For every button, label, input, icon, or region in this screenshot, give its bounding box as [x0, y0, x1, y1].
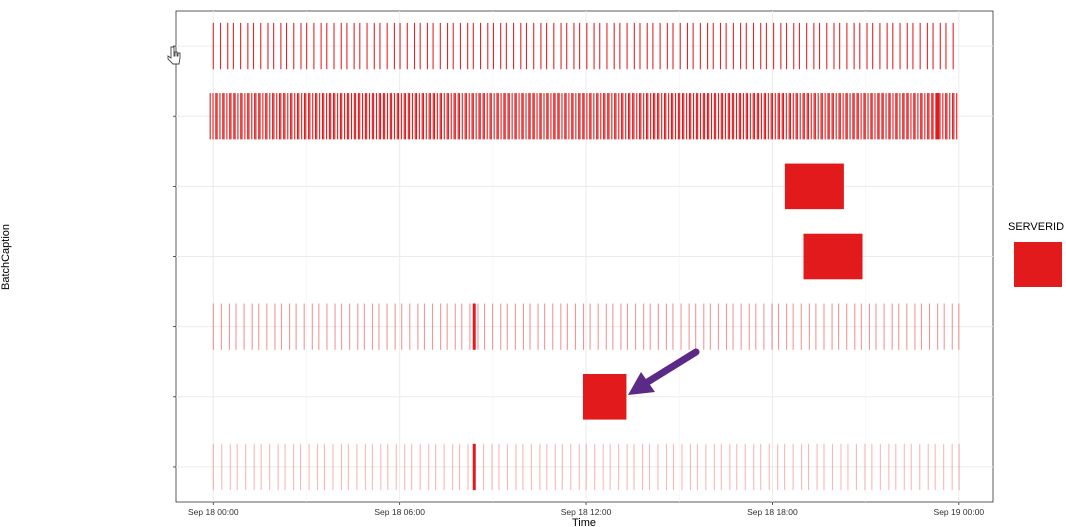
tick-series	[212, 443, 960, 491]
tick-mark-heavy	[935, 93, 939, 140]
tick-series	[212, 303, 960, 350]
annotation-arrow-head	[628, 372, 655, 395]
x-axis: Sep 18 00:00 Sep 18 06:00 Sep 18 12:00 Sep …	[188, 502, 984, 517]
x-tick-label: Sep 18 18:00	[747, 507, 798, 517]
x-tick-label: Sep 18 00:00	[188, 507, 239, 517]
x-axis-title: Time	[572, 517, 596, 527]
data-marks	[209, 22, 960, 491]
tick-mark-heavy	[472, 443, 476, 491]
annotation-arrow	[628, 348, 700, 395]
y-axis-title: BatchCaption	[0, 224, 12, 290]
cursor-icon	[167, 46, 181, 65]
tick-series	[212, 22, 954, 70]
x-tick-label: Sep 19 00:00	[934, 507, 985, 517]
block-bar	[582, 373, 627, 420]
x-tick-label: Sep 18 12:00	[561, 507, 612, 517]
legend-title: SERVERID	[1008, 221, 1064, 233]
tick-mark-heavy	[472, 303, 476, 350]
legend-swatch	[1014, 242, 1062, 287]
legend: SERVERID	[1008, 221, 1064, 287]
y-axis	[173, 45, 176, 468]
block-bar	[784, 163, 844, 210]
block-bar	[803, 233, 863, 280]
x-tick-label: Sep 18 06:00	[374, 507, 425, 517]
annotation-arrow-shaft	[642, 348, 700, 387]
